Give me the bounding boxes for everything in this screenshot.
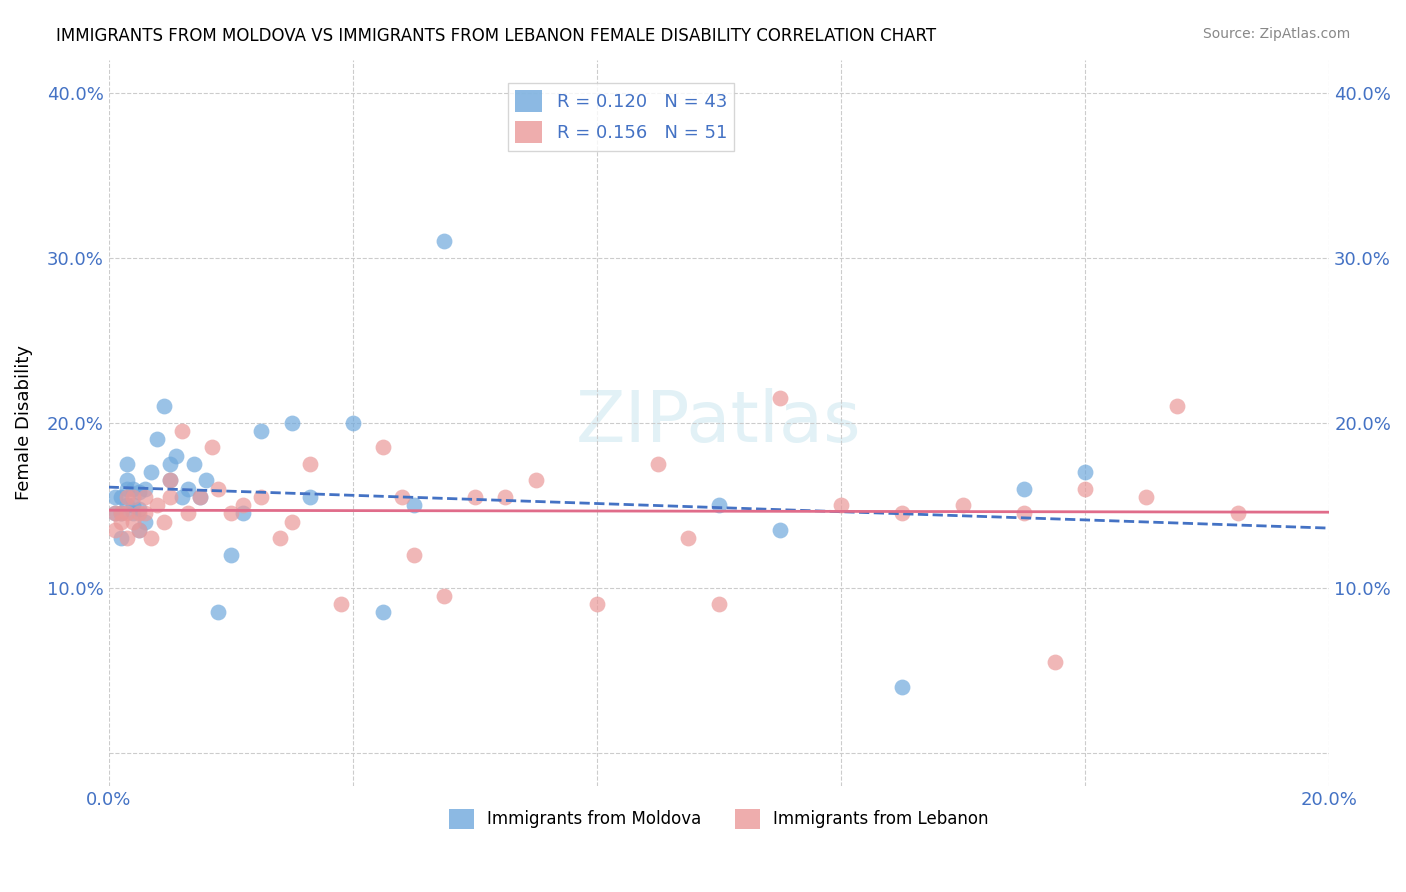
Legend: Immigrants from Moldova, Immigrants from Lebanon: Immigrants from Moldova, Immigrants from… — [443, 802, 995, 836]
Point — [104, 507, 127, 521]
Point — [1074, 482, 1097, 496]
Point — [250, 490, 273, 504]
Point — [128, 507, 150, 521]
Point — [115, 507, 138, 521]
Point — [159, 474, 181, 488]
Point — [110, 507, 132, 521]
Point — [250, 424, 273, 438]
Point — [115, 457, 138, 471]
Point — [464, 490, 486, 504]
Point — [141, 531, 163, 545]
Point — [1166, 399, 1188, 413]
Text: ZIPatlas: ZIPatlas — [576, 388, 862, 458]
Point — [134, 490, 156, 504]
Point — [402, 548, 425, 562]
Point — [402, 498, 425, 512]
Point — [104, 507, 127, 521]
Point — [170, 424, 193, 438]
Point — [201, 441, 224, 455]
Point — [1012, 507, 1035, 521]
Point — [110, 507, 132, 521]
Point — [891, 680, 914, 694]
Point — [280, 515, 302, 529]
Point — [134, 507, 156, 521]
Text: IMMIGRANTS FROM MOLDOVA VS IMMIGRANTS FROM LEBANON FEMALE DISABILITY CORRELATION: IMMIGRANTS FROM MOLDOVA VS IMMIGRANTS FR… — [56, 27, 936, 45]
Point — [128, 523, 150, 537]
Point — [188, 490, 211, 504]
Point — [159, 457, 181, 471]
Point — [110, 531, 132, 545]
Point — [165, 449, 187, 463]
Point — [141, 465, 163, 479]
Point — [269, 531, 291, 545]
Point — [280, 416, 302, 430]
Point — [299, 490, 322, 504]
Point — [188, 490, 211, 504]
Point — [647, 457, 669, 471]
Point — [391, 490, 413, 504]
Point — [232, 507, 254, 521]
Point — [329, 597, 352, 611]
Point — [183, 457, 205, 471]
Y-axis label: Female Disability: Female Disability — [15, 345, 32, 500]
Point — [1012, 482, 1035, 496]
Point — [373, 606, 395, 620]
Point — [433, 234, 456, 248]
Point — [115, 482, 138, 496]
Point — [177, 482, 200, 496]
Point — [146, 432, 169, 446]
Point — [159, 490, 181, 504]
Point — [524, 474, 547, 488]
Point — [122, 507, 145, 521]
Point — [1074, 465, 1097, 479]
Point — [110, 490, 132, 504]
Point — [219, 507, 242, 521]
Point — [122, 498, 145, 512]
Point — [115, 531, 138, 545]
Point — [115, 490, 138, 504]
Point — [177, 507, 200, 521]
Point — [104, 490, 127, 504]
Point — [891, 507, 914, 521]
Point — [128, 523, 150, 537]
Point — [433, 589, 456, 603]
Point — [152, 399, 174, 413]
Point — [299, 457, 322, 471]
Point — [707, 498, 730, 512]
Point — [769, 523, 792, 537]
Point — [769, 391, 792, 405]
Point — [134, 482, 156, 496]
Point — [115, 498, 138, 512]
Point — [1226, 507, 1249, 521]
Point — [707, 597, 730, 611]
Point — [115, 474, 138, 488]
Point — [170, 490, 193, 504]
Point — [494, 490, 516, 504]
Point — [1043, 655, 1066, 669]
Point — [104, 523, 127, 537]
Point — [207, 606, 229, 620]
Text: Source: ZipAtlas.com: Source: ZipAtlas.com — [1202, 27, 1350, 41]
Point — [1135, 490, 1157, 504]
Point — [152, 515, 174, 529]
Point — [159, 474, 181, 488]
Point — [342, 416, 364, 430]
Point — [232, 498, 254, 512]
Point — [128, 501, 150, 516]
Point — [678, 531, 700, 545]
Point — [830, 498, 852, 512]
Point — [219, 548, 242, 562]
Point — [195, 474, 218, 488]
Point — [146, 498, 169, 512]
Point — [134, 515, 156, 529]
Point — [952, 498, 974, 512]
Point — [122, 490, 145, 504]
Point — [207, 482, 229, 496]
Point — [122, 515, 145, 529]
Point — [110, 515, 132, 529]
Point — [128, 485, 150, 500]
Point — [122, 482, 145, 496]
Point — [586, 597, 609, 611]
Point — [373, 441, 395, 455]
